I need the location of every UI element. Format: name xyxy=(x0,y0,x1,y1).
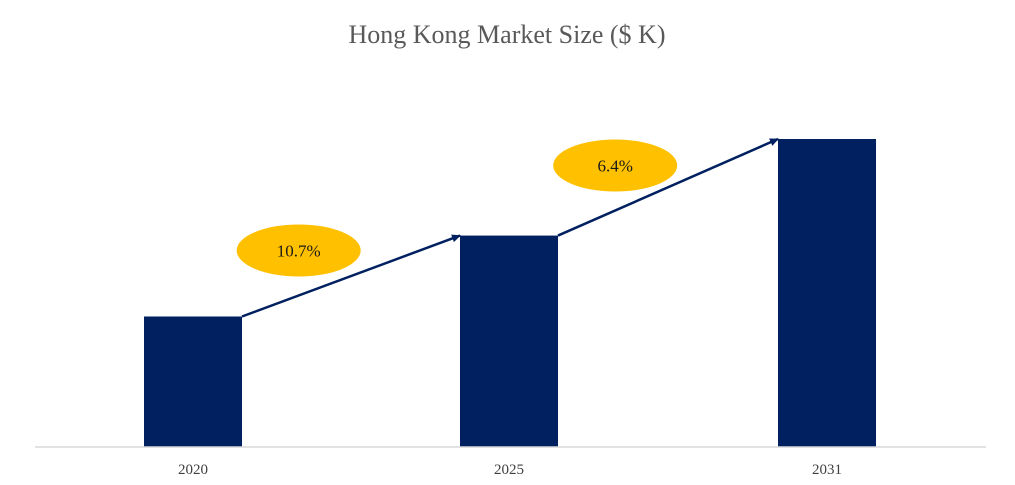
cagr-label-2: 6.4% xyxy=(597,156,632,175)
bar-2031 xyxy=(778,139,876,447)
bar-2025 xyxy=(460,235,558,447)
cagr-badge-1 xyxy=(236,224,361,277)
x-tick-label-2020: 2020 xyxy=(178,462,208,478)
bar-2020 xyxy=(144,316,242,447)
growth-arrows-layer: 10.7% 6.4% xyxy=(236,137,779,318)
x-tick-label-2031: 2031 xyxy=(812,462,842,478)
x-tick-label-2025: 2025 xyxy=(494,462,524,478)
chart-title: Hong Kong Market Size ($ K) xyxy=(349,20,666,49)
bars-layer xyxy=(144,139,876,447)
growth-arrow-1 xyxy=(241,234,461,318)
x-tick-labels: 2020 2025 2031 xyxy=(178,462,842,478)
cagr-label-1: 10.7% xyxy=(277,241,321,260)
cagr-badge-2 xyxy=(553,139,678,192)
growth-arrow-2 xyxy=(557,137,779,237)
